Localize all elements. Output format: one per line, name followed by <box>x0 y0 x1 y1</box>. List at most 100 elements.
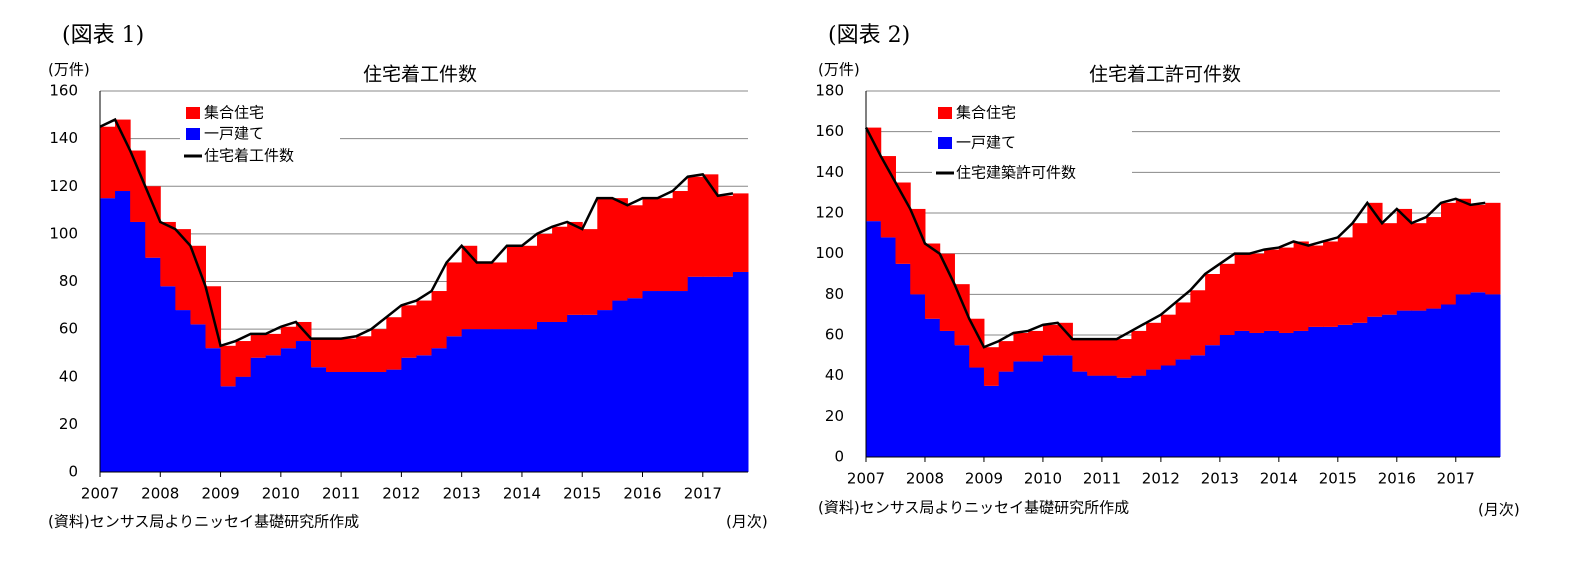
stacked-bar <box>1131 330 1147 376</box>
y-tick-label: 80 <box>825 285 844 303</box>
stacked-bar <box>552 226 568 322</box>
y-tick-label: 20 <box>825 407 844 425</box>
stacked-bar <box>969 367 985 457</box>
y-tick-label: 120 <box>815 204 844 222</box>
stacked-bar <box>326 371 342 472</box>
stacked-bar <box>597 198 613 311</box>
stacked-bar <box>717 195 734 277</box>
legend-label: 集合住宅 <box>204 104 264 122</box>
stacked-bar <box>491 262 508 330</box>
stacked-bar <box>145 186 161 258</box>
stacked-bar <box>265 333 282 356</box>
stacked-bar <box>115 119 131 192</box>
stacked-bar <box>446 336 463 472</box>
x-tick-label: 2017 <box>684 485 722 503</box>
y-tick-label: 20 <box>59 415 78 433</box>
x-tick-label: 2009 <box>965 470 1003 488</box>
stacked-bar <box>1249 332 1265 457</box>
stacked-bar <box>969 318 985 368</box>
stacked-bar <box>175 229 191 311</box>
x-tick-label: 2007 <box>81 485 119 503</box>
stacked-bar <box>1308 326 1324 457</box>
stacked-bar <box>1323 326 1339 457</box>
stacked-bar <box>145 257 161 472</box>
x-tick-label: 2013 <box>443 485 481 503</box>
stacked-bar <box>356 371 372 472</box>
figure-label: (図表 1) <box>62 23 144 48</box>
x-tick-label: 2016 <box>623 485 661 503</box>
stacked-bar <box>657 198 674 292</box>
stacked-bar <box>1072 339 1088 372</box>
stacked-bar <box>1160 314 1177 366</box>
legend-box <box>180 100 340 170</box>
x-tick-label: 2011 <box>322 485 360 503</box>
stacked-bar <box>687 176 704 277</box>
stacked-bar <box>341 338 357 372</box>
y-tick-label: 0 <box>834 448 844 466</box>
stacked-bar <box>1367 316 1383 457</box>
stacked-bar <box>998 341 1014 372</box>
stacked-bar <box>1382 314 1398 457</box>
stacked-bar <box>476 262 493 330</box>
stacked-bar <box>235 341 252 377</box>
stacked-bar <box>1264 249 1280 331</box>
stacked-bar <box>702 174 719 277</box>
stacked-bar <box>910 208 926 295</box>
stacked-bar <box>910 294 926 457</box>
stacked-bar <box>939 253 955 331</box>
stacked-bar <box>416 300 433 356</box>
stacked-bar <box>1293 241 1309 331</box>
y-tick-label: 180 <box>815 82 844 100</box>
stacked-bar <box>1382 223 1398 315</box>
stacked-bar <box>552 321 568 472</box>
figure-label: (図表 2) <box>828 23 910 48</box>
stacked-bar <box>1367 202 1383 317</box>
stacked-bar <box>983 385 1000 457</box>
stacked-bar <box>1234 330 1250 457</box>
stacked-bar <box>130 221 146 472</box>
stacked-bar <box>1352 223 1368 323</box>
stacked-bar <box>280 348 297 472</box>
stacked-bar <box>1308 245 1324 327</box>
stacked-bar <box>1278 332 1295 457</box>
stacked-bar <box>1087 339 1103 376</box>
stacked-bar <box>954 284 970 346</box>
y-tick-label: 100 <box>815 244 844 262</box>
legend-label: 集合住宅 <box>956 104 1016 122</box>
stacked-bar <box>1396 310 1413 457</box>
stacked-bar <box>642 291 659 472</box>
legend-label: 一戸建て <box>956 134 1016 152</box>
stacked-bar <box>1101 375 1118 457</box>
stacked-bar <box>1057 322 1073 356</box>
stacked-bar <box>1249 253 1265 333</box>
stacked-bar <box>461 329 478 472</box>
x-tick-label: 2017 <box>1437 470 1475 488</box>
stacked-bar <box>880 237 896 457</box>
source-note: (資料)センサス局よりニッセイ基礎研究所作成 <box>818 499 1129 517</box>
stacked-bar <box>1042 355 1059 457</box>
x-tick-label: 2016 <box>1378 470 1416 488</box>
total-line <box>99 117 734 348</box>
stacked-bar <box>265 355 282 472</box>
stacked-bar <box>310 338 327 368</box>
stacked-bar <box>657 291 674 472</box>
stacked-bar <box>521 245 538 330</box>
stacked-bar <box>1146 322 1162 370</box>
stacked-bar <box>100 198 116 472</box>
stacked-bar <box>1219 263 1236 335</box>
stacked-bar <box>1411 310 1427 457</box>
stacked-bar <box>461 245 478 330</box>
stacked-bar <box>582 229 598 315</box>
stacked-bar <box>1426 217 1442 309</box>
stacked-bar <box>431 348 448 472</box>
stacked-bar <box>1072 371 1088 457</box>
stacked-bar <box>1337 237 1354 325</box>
legend-label: 住宅着工件数 <box>204 147 294 165</box>
stacked-bar <box>954 345 970 457</box>
stacked-bar <box>190 324 206 472</box>
stacked-bar <box>1028 361 1044 457</box>
y-tick-label: 140 <box>815 163 844 181</box>
stacked-bar <box>1116 377 1132 457</box>
x-unit: (月次) <box>1478 501 1520 519</box>
stacked-bar <box>597 310 613 472</box>
